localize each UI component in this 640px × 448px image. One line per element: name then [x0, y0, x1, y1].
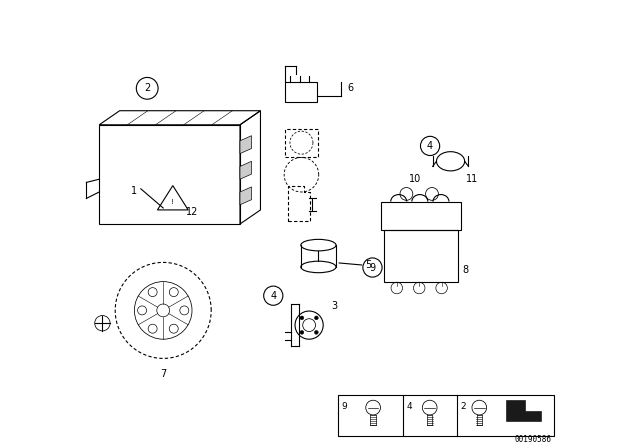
Circle shape [314, 331, 318, 334]
Polygon shape [240, 161, 252, 179]
Text: 3: 3 [331, 301, 337, 311]
Text: 4: 4 [270, 291, 276, 301]
Text: 9: 9 [369, 263, 376, 272]
Text: 7: 7 [160, 370, 166, 379]
Text: 4: 4 [427, 141, 433, 151]
Text: 6: 6 [348, 83, 354, 93]
Circle shape [300, 331, 304, 334]
Text: 5: 5 [365, 260, 371, 270]
Text: 4: 4 [406, 402, 412, 411]
Circle shape [314, 316, 318, 320]
Polygon shape [240, 136, 252, 154]
Polygon shape [506, 400, 541, 421]
Text: 8: 8 [463, 265, 469, 275]
Circle shape [170, 288, 179, 297]
Text: 2: 2 [461, 402, 467, 411]
Circle shape [300, 316, 304, 320]
Text: 2: 2 [144, 83, 150, 93]
Text: 00190586: 00190586 [515, 435, 552, 444]
Text: !: ! [172, 198, 174, 205]
Circle shape [148, 288, 157, 297]
Circle shape [138, 306, 147, 315]
Text: 9: 9 [342, 402, 348, 411]
Circle shape [148, 324, 157, 333]
Circle shape [180, 306, 189, 315]
Text: 12: 12 [186, 207, 198, 217]
Text: 10: 10 [408, 174, 421, 184]
Polygon shape [240, 187, 252, 205]
Text: 1: 1 [131, 186, 138, 196]
Circle shape [170, 324, 179, 333]
Text: 11: 11 [466, 174, 479, 184]
